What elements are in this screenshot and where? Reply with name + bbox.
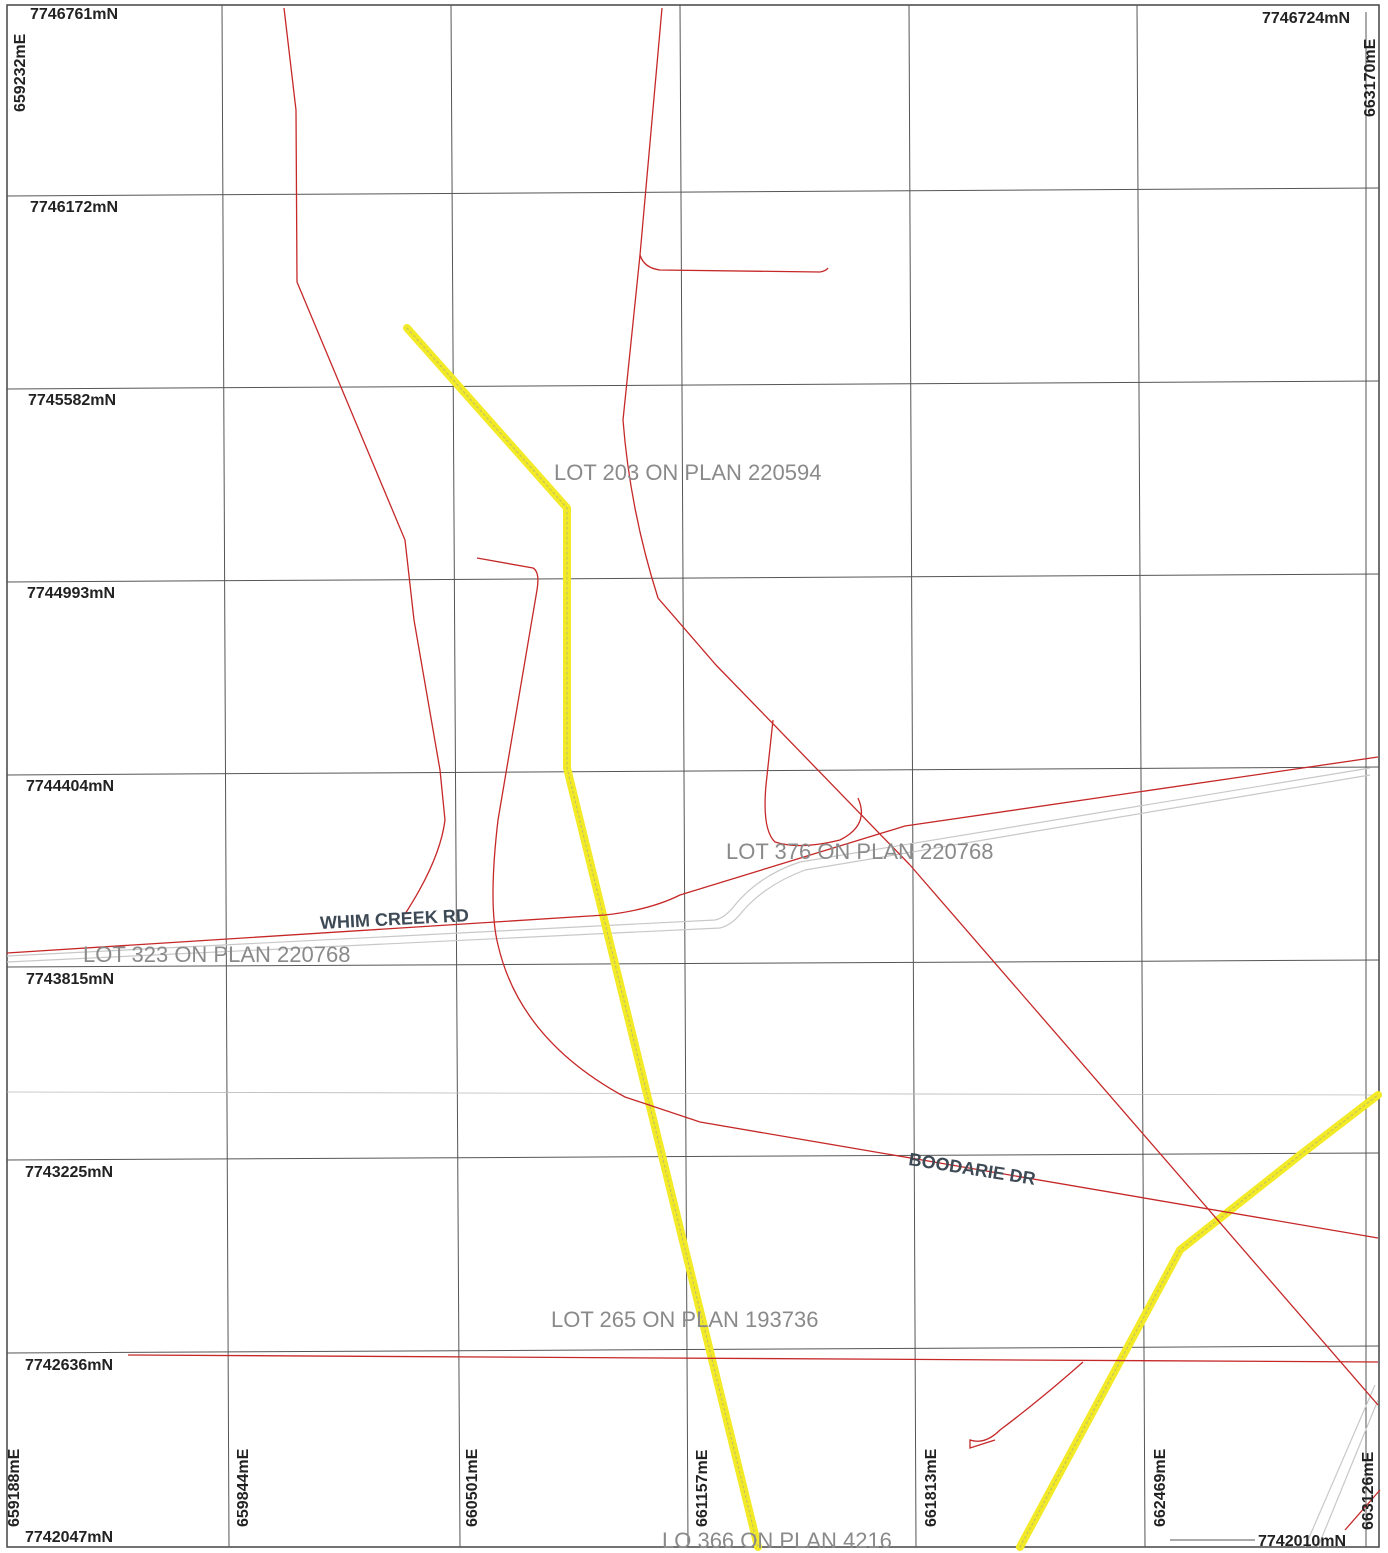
easting-label: 660501mE (464, 1448, 481, 1527)
map-frame (6, 4, 1380, 1548)
lot-label-203[interactable]: LOT 203 ON PLAN 220594 (554, 460, 822, 485)
northing-label: 7746172mN (30, 199, 119, 216)
northing-label: 7744404mN (26, 778, 115, 795)
northing-label-bottom-right: 7742010mN (1258, 1533, 1347, 1550)
easting-label: 661813mE (923, 1448, 940, 1527)
lot-label-366[interactable]: LO 366 ON PLAN 4216 (662, 1528, 892, 1553)
easting-label-top-left: 659232mE (12, 33, 29, 112)
northing-label-top-left: 7746761mN (30, 6, 119, 23)
lot-label-323[interactable]: LOT 323 ON PLAN 220768 (83, 942, 351, 967)
easting-label: 663126mE (1360, 1451, 1377, 1530)
cadastral-lines (6, 7, 1381, 1531)
northing-label: 7743815mN (26, 971, 115, 988)
easting-label-top-right: 663170mE (1362, 38, 1379, 117)
easting-label: 659844mE (235, 1448, 252, 1527)
highlight-route-west (403, 324, 762, 1551)
northing-label-top-right: 7746724mN (1262, 10, 1351, 27)
road-casing (6, 767, 1379, 1548)
highlight-route-east (1016, 1091, 1382, 1551)
northing-label: 7745582mN (28, 392, 117, 409)
northing-label: 7743225mN (25, 1164, 114, 1181)
easting-grid-lines (221, 4, 1367, 1548)
easting-label: 661157mE (694, 1449, 711, 1527)
northing-label: 7744993mN (27, 585, 116, 602)
lot-label-376[interactable]: LOT 376 ON PLAN 220768 (726, 839, 994, 864)
easting-label: 659188mE (6, 1448, 23, 1527)
northing-grid-lines (6, 187, 1380, 1354)
easting-label: 662469mE (1152, 1448, 1169, 1527)
highlight-routes (403, 324, 1382, 1551)
lot-label-265[interactable]: LOT 265 ON PLAN 193736 (551, 1307, 819, 1332)
northing-label-bottom-left: 7742047mN (25, 1529, 114, 1546)
northing-label: 7742636mN (25, 1357, 114, 1374)
